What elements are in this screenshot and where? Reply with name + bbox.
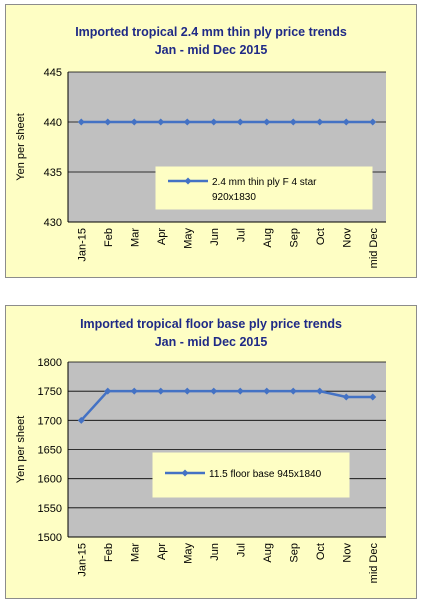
x-tick-label: Mar: [129, 228, 141, 247]
x-tick-label: Oct: [315, 228, 327, 245]
legend-marker: [184, 177, 192, 185]
data-point: [104, 118, 112, 126]
data-point: [157, 118, 165, 126]
y-tick-label: 1700: [38, 415, 62, 427]
legend-label-continued: 920x1830: [212, 192, 256, 203]
data-point: [210, 387, 218, 395]
x-tick-label: Sep: [288, 228, 300, 248]
y-tick-label: 435: [44, 167, 62, 179]
x-tick-label: Apr: [156, 543, 168, 560]
data-point: [342, 118, 350, 126]
x-tick-label: May: [182, 228, 194, 249]
chart-subtitle: Jan - mid Dec 2015: [155, 43, 268, 57]
chart-title: Imported tropical 2.4 mm thin ply price …: [75, 25, 347, 39]
data-point: [342, 393, 350, 401]
legend-label: 2.4 mm thin ply F 4 star: [212, 177, 317, 188]
y-tick-label: 1600: [38, 474, 62, 486]
data-point: [236, 387, 244, 395]
x-tick-label: Apr: [156, 228, 168, 245]
x-tick-label: Nov: [341, 228, 353, 248]
chart-floor-base-ply: Imported tropical floor base ply price t…: [15, 317, 386, 584]
x-tick-label: Aug: [262, 543, 274, 563]
data-point: [289, 118, 297, 126]
x-tick-label: Feb: [103, 228, 115, 247]
x-tick-label: May: [182, 543, 194, 564]
x-tick-label: Jan-15: [76, 228, 88, 262]
series-line: [80, 389, 373, 422]
x-tick-label: Jun: [209, 228, 221, 246]
x-tick-label: Oct: [315, 543, 327, 560]
x-tick-label: Sep: [288, 543, 300, 563]
x-tick-label: Aug: [262, 228, 274, 248]
data-point: [316, 387, 324, 395]
y-tick-label: 1500: [38, 532, 62, 544]
x-tick-label: Jul: [235, 543, 247, 557]
x-tick-label: Nov: [341, 543, 353, 563]
data-point: [130, 387, 138, 395]
data-point: [183, 118, 191, 126]
x-tick-label: Mar: [129, 543, 141, 562]
y-tick-label: 1750: [38, 386, 62, 398]
x-tick-label: Feb: [103, 543, 115, 562]
y-axis-label: Yen per sheet: [15, 113, 27, 180]
data-point: [104, 387, 112, 395]
x-tick-label: Jan-15: [76, 543, 88, 577]
data-point: [183, 387, 191, 395]
data-point: [369, 393, 377, 401]
legend-box: [155, 166, 373, 210]
y-tick-label: 440: [44, 117, 62, 129]
y-tick-label: 1650: [38, 445, 62, 457]
y-tick-label: 1800: [38, 357, 62, 369]
x-tick-label: Jun: [209, 543, 221, 561]
data-point: [289, 387, 297, 395]
x-tick-label: mid Dec: [368, 543, 380, 584]
data-point: [210, 118, 218, 126]
data-point: [263, 118, 271, 126]
data-point: [236, 118, 244, 126]
chart-subtitle: Jan - mid Dec 2015: [155, 335, 268, 349]
legend-label: 11.5 floor base 945x1840: [209, 469, 322, 480]
data-point: [263, 387, 271, 395]
chart-title: Imported tropical floor base ply price t…: [80, 317, 342, 331]
data-point: [369, 118, 377, 126]
chart-panel-floor-base-ply: Imported tropical floor base ply price t…: [5, 305, 417, 599]
y-tick-label: 1550: [38, 503, 62, 515]
data-point: [130, 118, 138, 126]
chart-panel-thin-ply: Imported tropical 2.4 mm thin ply price …: [5, 4, 417, 278]
data-point: [77, 416, 85, 424]
x-tick-label: mid Dec: [368, 228, 380, 269]
data-point: [77, 118, 85, 126]
legend-marker: [181, 469, 189, 477]
data-point: [316, 118, 324, 126]
data-point: [157, 387, 165, 395]
y-tick-label: 430: [44, 217, 62, 229]
x-tick-label: Jul: [235, 228, 247, 242]
chart-thin-ply: Imported tropical 2.4 mm thin ply price …: [15, 25, 386, 269]
y-axis-label: Yen per sheet: [15, 416, 27, 483]
y-tick-label: 445: [44, 67, 62, 79]
